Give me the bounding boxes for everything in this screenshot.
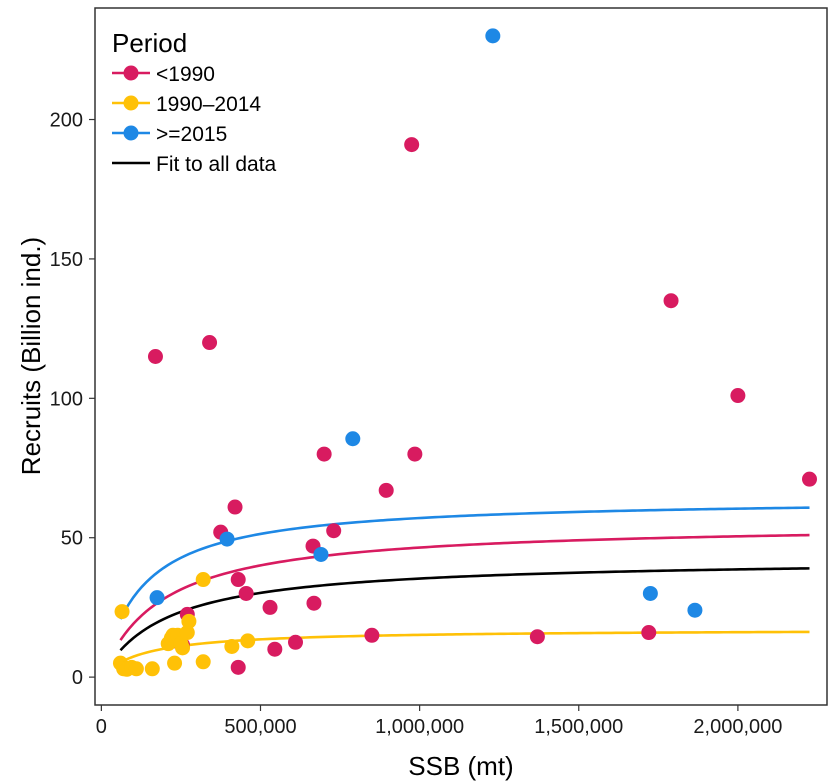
data-point (230, 659, 246, 675)
legend-label: >=2015 (156, 123, 227, 146)
x-tick-label: 1,000,000 (375, 716, 464, 738)
fit-line (119, 533, 810, 641)
data-point (149, 590, 165, 606)
y-tick-label: 0 (72, 667, 83, 689)
legend-key-point (123, 95, 139, 111)
data-point (175, 640, 191, 656)
data-point (802, 471, 817, 487)
data-point (167, 655, 183, 671)
data-point (238, 585, 254, 601)
y-tick-label: 200 (50, 110, 83, 132)
data-point (364, 627, 380, 643)
data-point (288, 634, 303, 650)
x-tick-label: 2,000,000 (693, 716, 782, 738)
plot-panel (94, 7, 828, 706)
data-point (316, 446, 332, 462)
x-tick-label: 1,500,000 (534, 716, 623, 738)
legend-title: Period (112, 28, 187, 58)
data-point (642, 585, 658, 601)
data-point (224, 638, 240, 654)
data-point (345, 431, 361, 447)
data-point (144, 661, 160, 677)
y-tick-label: 50 (61, 528, 83, 550)
legend-key-point (123, 65, 139, 81)
data-point (267, 641, 283, 657)
data-point (179, 625, 195, 641)
legend-label: <1990 (156, 63, 215, 86)
data-point (147, 349, 163, 364)
data-point (687, 602, 703, 618)
legend: Period <1990 1990–2014 >=2015 Fit to all da… (112, 28, 277, 176)
x-tick-label: 0 (96, 716, 107, 738)
data-point (306, 595, 322, 611)
data-point (378, 482, 394, 498)
y-axis: 0 50 100 150 200 (50, 110, 95, 689)
data-point (202, 335, 218, 351)
data-point (404, 137, 420, 153)
x-axis: 0 500,000 1,000,000 1,500,000 2,000,000 (96, 705, 782, 738)
data-point (407, 446, 423, 462)
data-point (227, 499, 243, 515)
data-point (219, 531, 235, 547)
data-point (181, 613, 197, 629)
data-point (730, 388, 746, 404)
data-point (114, 604, 130, 620)
data-point (240, 633, 256, 649)
y-tick-label: 150 (50, 249, 83, 271)
fit-line (119, 506, 810, 620)
data-point (262, 599, 278, 615)
data-point (641, 625, 657, 641)
y-axis-title: Recruits (Billion ind.) (16, 237, 46, 475)
data-point (195, 572, 211, 588)
data-points (112, 28, 817, 677)
data-point (326, 523, 342, 539)
data-point (195, 654, 211, 670)
fit-line (119, 567, 810, 652)
x-tick-label: 500,000 (224, 716, 296, 738)
legend-label: Fit to all data (156, 153, 277, 176)
data-point (230, 572, 246, 588)
data-point (663, 293, 679, 309)
y-tick-label: 100 (50, 388, 83, 410)
x-axis-title: SSB (mt) (408, 751, 513, 781)
data-point (128, 661, 144, 677)
legend-key-point (123, 125, 139, 141)
data-point (313, 546, 329, 562)
legend-label: 1990–2014 (156, 93, 261, 116)
data-point (529, 629, 545, 645)
data-point (485, 28, 501, 44)
